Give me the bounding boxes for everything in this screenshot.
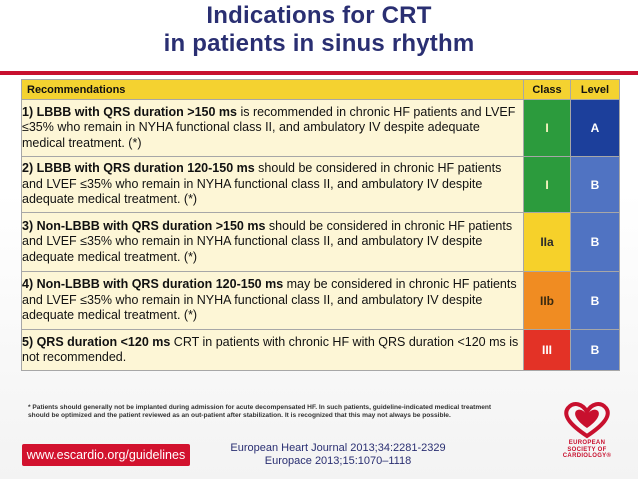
title-line-2: in patients in sinus rhythm [163, 30, 475, 57]
recommendation-text: may be considered in chronic HF patients… [22, 277, 517, 323]
reference-ehj: European Heart Journal 2013;34:2281-2329 [230, 442, 446, 454]
recommendation-text: should be considered in chronic HF patie… [22, 161, 502, 207]
header-class: Class [523, 79, 571, 100]
class-cell: IIa [523, 212, 571, 272]
logo-line-1: EUROPEAN [568, 440, 606, 446]
recommendation-text: CRT in patients with chronic HF with QRS… [22, 334, 519, 365]
logo-line-2: SOCIETY OF [567, 446, 607, 453]
title-divider [0, 71, 638, 75]
esc-logo-text: EUROPEAN SOCIETY OF CARDIOLOGY® [552, 440, 622, 460]
esc-heart-logo-icon [564, 402, 610, 439]
footnote: * Patients should generally not be impla… [28, 404, 492, 419]
table-row: 4) Non-LBBB with QRS duration 120-150 ms… [21, 271, 620, 330]
level-cell: B [570, 212, 620, 272]
level-cell: B [570, 271, 620, 330]
recommendation-bold: 2) LBBB with QRS duration 120-150 ms [22, 161, 255, 176]
table-header-row: Recommendations Class Level [21, 79, 620, 100]
level-cell: A [570, 99, 620, 157]
guidelines-link[interactable]: www.escardio.org/guidelines [22, 444, 190, 466]
recommendation-cell: 5) QRS duration <120 ms CRT in patients … [21, 329, 524, 371]
recommendation-bold: 3) Non-LBBB with QRS duration >150 ms [22, 218, 266, 233]
class-cell: I [523, 156, 571, 213]
logo-line-3: CARDIOLOGY® [562, 453, 612, 459]
title-line-1: Indications for CRT [206, 2, 432, 29]
references: European Heart Journal 2013;34:2281-2329… [218, 442, 458, 468]
table-row: 3) Non-LBBB with QRS duration >150 ms sh… [21, 212, 620, 272]
header-level: Level [570, 79, 620, 100]
slide-title: Indications for CRT in patients in sinus… [0, 2, 638, 68]
table-row: 5) QRS duration <120 ms CRT in patients … [21, 329, 620, 371]
level-cell: B [570, 156, 620, 213]
class-cell: IIb [523, 271, 571, 330]
recommendation-text: is recommended in chronic HF patients an… [22, 104, 516, 150]
recommendation-bold: 5) QRS duration <120 ms [22, 334, 171, 349]
recommendation-text: should be considered in chronic HF patie… [22, 218, 513, 264]
recommendation-cell: 2) LBBB with QRS duration 120-150 ms sho… [21, 156, 524, 213]
table-row: 2) LBBB with QRS duration 120-150 ms sho… [21, 156, 620, 213]
class-cell: I [523, 99, 571, 157]
table-row: 1) LBBB with QRS duration >150 ms is rec… [21, 99, 620, 157]
class-cell: III [523, 329, 571, 371]
recommendations-table: Recommendations Class Level 1) LBBB with… [21, 79, 620, 371]
recommendation-cell: 1) LBBB with QRS duration >150 ms is rec… [21, 99, 524, 157]
recommendation-bold: 1) LBBB with QRS duration >150 ms [22, 104, 237, 119]
reference-europace: Europace 2013;15:1070–1118 [264, 455, 412, 467]
level-cell: B [570, 329, 620, 371]
recommendation-bold: 4) Non-LBBB with QRS duration 120-150 ms [22, 277, 284, 292]
header-recommendations: Recommendations [21, 79, 524, 100]
recommendation-cell: 4) Non-LBBB with QRS duration 120-150 ms… [21, 271, 524, 330]
recommendation-cell: 3) Non-LBBB with QRS duration >150 ms sh… [21, 212, 524, 272]
